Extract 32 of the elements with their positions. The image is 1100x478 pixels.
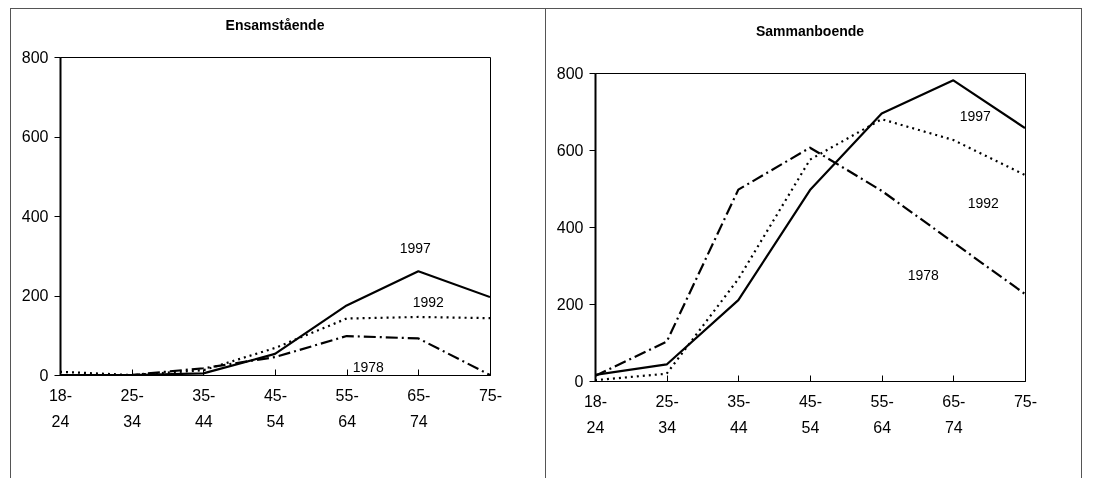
y-tick-label: 600 [556, 141, 584, 159]
y-tick-label: 400 [556, 218, 584, 236]
x-tick-label: 45-54 [263, 386, 288, 430]
x-tick-label: 65-74 [942, 392, 966, 436]
series-label: 1997 [399, 240, 432, 257]
x-tick-label: 75- [1013, 392, 1038, 410]
x-tick-label: 65-74 [407, 386, 431, 430]
y-tick-label: 600 [21, 128, 49, 145]
y-tick-label: 400 [21, 207, 49, 225]
x-tick-label: 55-64 [870, 392, 894, 436]
y-tick-label: 800 [21, 48, 49, 66]
x-tick-label: 25-34 [120, 386, 144, 430]
series-label: 1992 [412, 293, 445, 310]
x-tick-label: 35-44 [727, 392, 751, 436]
y-tick-label: 200 [556, 295, 584, 313]
y-tick-label: 0 [574, 372, 584, 390]
series-label: 1978 [352, 359, 385, 376]
x-tick-label: 18-24 [48, 386, 73, 430]
x-tick-label: 75- [478, 386, 503, 404]
x-tick-label: 18-24 [583, 392, 608, 436]
y-tick-label: 0 [39, 366, 49, 384]
y-tick-label: 200 [21, 287, 49, 304]
chart-title: Ensamstående [225, 17, 325, 33]
series-label: 1997 [959, 108, 992, 125]
text: 1992 [967, 194, 1000, 211]
x-tick-label: 25-34 [655, 392, 679, 436]
x-tick-label: 55-64 [335, 386, 359, 430]
chart-title: Sammanboende [755, 23, 865, 39]
text: 1978 [907, 267, 940, 284]
x-tick-label: 45-54 [798, 392, 823, 436]
x-tick-label: 35-44 [192, 386, 216, 430]
y-tick-label: 800 [556, 64, 584, 82]
